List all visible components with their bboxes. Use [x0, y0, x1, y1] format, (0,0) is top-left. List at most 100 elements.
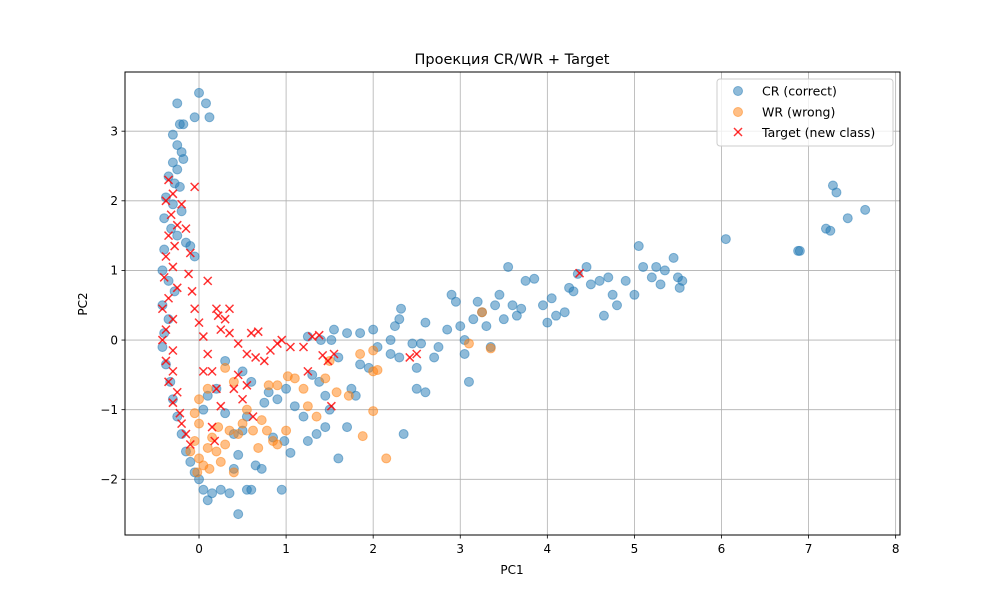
cr-point	[395, 353, 404, 362]
cr-point	[434, 343, 443, 352]
cr-point	[595, 276, 604, 285]
cr-point	[508, 301, 517, 310]
wr-point	[332, 388, 341, 397]
cr-point	[412, 363, 421, 372]
x-tick-label: 4	[544, 542, 552, 556]
wr-point	[249, 426, 258, 435]
cr-point	[647, 273, 656, 282]
cr-point	[190, 113, 199, 122]
wr-point	[282, 426, 291, 435]
cr-point	[343, 423, 352, 432]
cr-point	[386, 349, 395, 358]
cr-point	[221, 409, 230, 418]
wr-point	[205, 464, 214, 473]
wr-point	[356, 349, 365, 358]
cr-point	[630, 290, 639, 299]
cr-point	[721, 235, 730, 244]
y-tick-label: −1	[100, 403, 118, 417]
legend-label-cr: CR (correct)	[762, 84, 837, 99]
y-tick-label: −2	[100, 473, 118, 487]
wr-point	[369, 367, 378, 376]
cr-point	[861, 205, 870, 214]
wr-point	[273, 440, 282, 449]
cr-point	[303, 332, 312, 341]
x-axis-label: PC1	[500, 563, 523, 577]
cr-point	[303, 437, 312, 446]
cr-point	[356, 360, 365, 369]
wr-point	[203, 384, 212, 393]
cr-point	[179, 155, 188, 164]
cr-point	[173, 231, 182, 240]
x-tick-label: 8	[892, 542, 900, 556]
cr-point	[205, 113, 214, 122]
cr-point	[399, 430, 408, 439]
wr-point	[221, 363, 230, 372]
cr-point	[343, 329, 352, 338]
wr-point	[264, 381, 273, 390]
x-tick-label: 6	[718, 542, 726, 556]
cr-point	[634, 242, 643, 251]
cr-point	[257, 464, 266, 473]
y-tick-label: 1	[110, 264, 118, 278]
x-tick-label: 0	[195, 542, 203, 556]
y-tick-label: 0	[110, 333, 118, 347]
cr-point	[234, 450, 243, 459]
cr-point	[234, 510, 243, 519]
x-tick-label: 1	[282, 542, 290, 556]
cr-point	[277, 485, 286, 494]
cr-point	[168, 130, 177, 139]
cr-point	[199, 405, 208, 414]
wr-point	[216, 457, 225, 466]
wr-point	[303, 402, 312, 411]
cr-point	[421, 318, 430, 327]
cr-point	[408, 339, 417, 348]
wr-point	[290, 374, 299, 383]
cr-point	[451, 297, 460, 306]
wr-point	[478, 308, 487, 317]
cr-point	[158, 266, 167, 275]
wr-point	[195, 419, 204, 428]
cr-point	[164, 315, 173, 324]
cr-point	[499, 315, 508, 324]
cr-point	[208, 489, 217, 498]
cr-point	[201, 99, 210, 108]
cr-point	[521, 276, 530, 285]
legend-marker-cr	[734, 87, 743, 96]
wr-point	[369, 346, 378, 355]
cr-point	[495, 290, 504, 299]
cr-point	[530, 274, 539, 283]
cr-point	[639, 262, 648, 271]
cr-point	[795, 246, 804, 255]
cr-point	[327, 336, 336, 345]
cr-point	[386, 336, 395, 345]
cr-point	[356, 329, 365, 338]
cr-point	[286, 448, 295, 457]
cr-point	[543, 318, 552, 327]
cr-point	[179, 120, 188, 129]
cr-point	[612, 301, 621, 310]
wr-point	[195, 395, 204, 404]
cr-point	[173, 99, 182, 108]
wr-point	[382, 454, 391, 463]
cr-point	[395, 315, 404, 324]
cr-point	[312, 430, 321, 439]
wr-point	[486, 344, 495, 353]
cr-point	[299, 412, 308, 421]
cr-point	[160, 245, 169, 254]
cr-point	[586, 280, 595, 289]
cr-point	[273, 395, 282, 404]
y-tick-label: 2	[110, 194, 118, 208]
cr-point	[186, 457, 195, 466]
cr-point	[329, 325, 338, 334]
cr-point	[369, 325, 378, 334]
cr-point	[621, 276, 630, 285]
cr-point	[290, 402, 299, 411]
wr-point	[325, 356, 334, 365]
cr-point	[826, 226, 835, 235]
wr-point	[369, 407, 378, 416]
cr-point	[195, 88, 204, 97]
cr-point	[482, 322, 491, 331]
cr-point	[247, 485, 256, 494]
cr-point	[421, 388, 430, 397]
wr-point	[225, 426, 234, 435]
